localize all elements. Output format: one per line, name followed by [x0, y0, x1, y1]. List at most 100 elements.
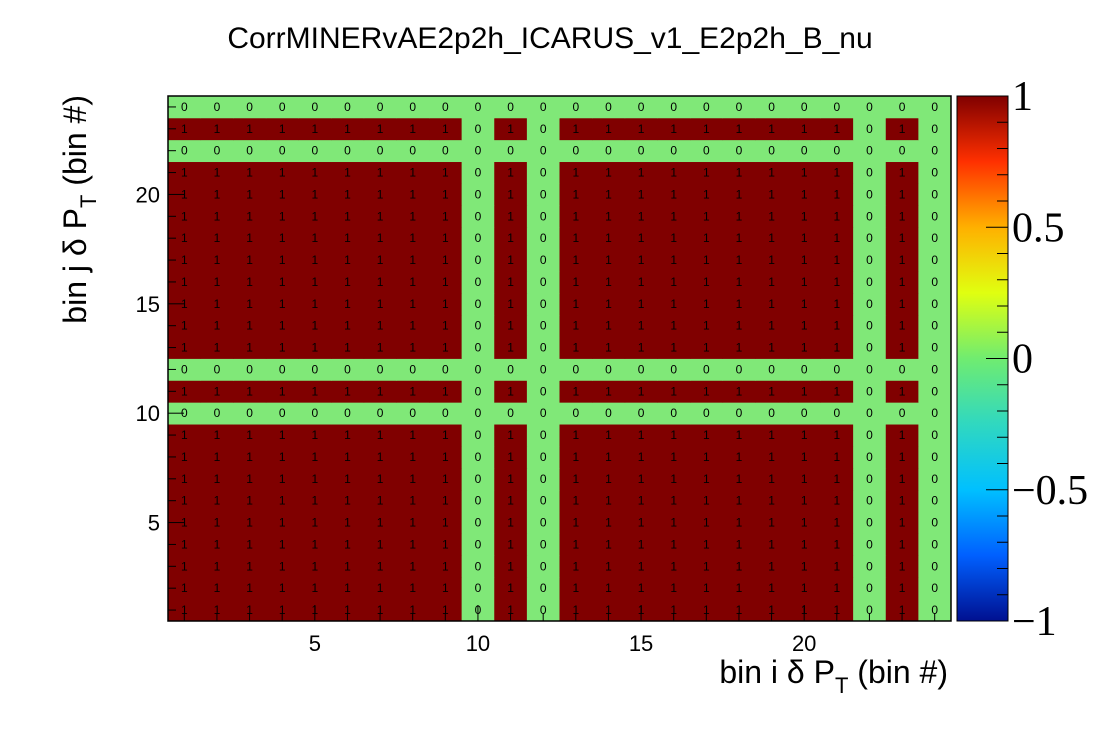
y-tick-label: 10 [136, 401, 160, 426]
cell-value-label: 0 [931, 516, 938, 530]
heatmap-cell [265, 577, 299, 600]
cell-value-label: 0 [866, 384, 873, 398]
heatmap-cell [592, 599, 626, 622]
cell-value-label: 1 [279, 516, 286, 530]
heatmap-cell [755, 577, 789, 600]
cell-value-label: 1 [833, 341, 840, 355]
heatmap-cell [461, 139, 495, 163]
cell-value-label: 0 [540, 253, 547, 267]
cell-value-label: 1 [801, 384, 808, 398]
heatmap-cell [722, 161, 756, 184]
heatmap-cell [853, 599, 887, 622]
heatmap-cell [429, 205, 463, 228]
x-tick-label: 15 [629, 631, 653, 656]
cell-value-label: 1 [801, 494, 808, 508]
heatmap-cell [755, 511, 789, 534]
heatmap-cell [690, 139, 724, 163]
cell-value-label: 0 [475, 450, 482, 464]
cell-value-label: 1 [377, 581, 384, 595]
cell-value-label: 1 [801, 319, 808, 333]
heatmap-cell [168, 511, 202, 534]
heatmap-cell [787, 271, 821, 294]
heatmap-cell [168, 424, 202, 447]
cell-value-label: 1 [311, 450, 318, 464]
cell-value-label: 1 [442, 187, 449, 201]
heatmap-cell [722, 511, 756, 534]
heatmap-cell [298, 249, 332, 272]
heatmap-cell [429, 96, 463, 119]
cell-value-label: 0 [540, 428, 547, 442]
cell-value-label: 0 [736, 362, 743, 376]
cell-value-label: 1 [801, 450, 808, 464]
heatmap-cell [690, 380, 724, 403]
cell-value-label: 1 [703, 341, 710, 355]
cell-value-label: 1 [311, 516, 318, 530]
heatmap-cell [592, 117, 626, 141]
heatmap-cell [918, 533, 952, 556]
cell-value-label: 1 [801, 472, 808, 486]
heatmap-cell [494, 446, 528, 469]
heatmap-cell [526, 402, 560, 425]
cell-value-label: 1 [311, 187, 318, 201]
cell-value-label: 1 [605, 516, 612, 530]
heatmap-cell [787, 467, 821, 491]
cell-value-label: 1 [214, 494, 221, 508]
cell-value-label: 0 [931, 319, 938, 333]
cell-value-label: 1 [279, 319, 286, 333]
heatmap-cell [494, 183, 528, 206]
heatmap-cell [559, 292, 593, 316]
cell-value-label: 1 [246, 603, 253, 617]
cell-value-label: 1 [833, 516, 840, 530]
cell-value-label: 1 [833, 537, 840, 551]
cell-value-label: 1 [736, 231, 743, 245]
cell-value-label: 1 [507, 166, 514, 180]
heatmap-cell [559, 489, 593, 513]
heatmap-cell [559, 336, 593, 359]
cell-value-label: 0 [931, 253, 938, 267]
heatmap-cell [331, 139, 365, 163]
heatmap-cell [690, 446, 724, 469]
cell-value-label: 1 [605, 559, 612, 573]
heatmap-cell [168, 467, 202, 491]
heatmap-cell [298, 511, 332, 534]
cell-value-label: 0 [638, 100, 645, 114]
cell-value-label: 1 [670, 319, 677, 333]
heatmap-cell [624, 489, 658, 513]
cell-value-label: 0 [833, 100, 840, 114]
cell-value-label: 1 [703, 384, 710, 398]
cell-value-label: 1 [344, 384, 351, 398]
cell-value-label: 0 [540, 559, 547, 573]
cell-value-label: 1 [507, 559, 514, 573]
cell-value-label: 0 [703, 406, 710, 420]
heatmap-cell [265, 161, 299, 184]
cell-value-label: 1 [638, 319, 645, 333]
heatmap-cell [461, 446, 495, 469]
cell-value-label: 1 [214, 275, 221, 289]
heatmap-cell [592, 161, 626, 184]
heatmap-cell [331, 205, 365, 228]
heatmap-cell [722, 271, 756, 294]
heatmap-cell [494, 249, 528, 272]
cell-value-label: 1 [736, 384, 743, 398]
x-tick-label: 20 [792, 631, 816, 656]
heatmap-cell [396, 205, 430, 228]
cell-value-label: 1 [899, 209, 906, 223]
heatmap-cell [331, 599, 365, 622]
cell-value-label: 0 [377, 144, 384, 158]
cell-value-label: 1 [507, 450, 514, 464]
cell-value-label: 1 [605, 297, 612, 311]
cell-value-label: 0 [931, 209, 938, 223]
cell-value-label: 1 [736, 603, 743, 617]
cell-value-label: 1 [442, 581, 449, 595]
heatmap-cell [461, 577, 495, 600]
heatmap-cell [396, 336, 430, 359]
heatmap-cell [396, 292, 430, 316]
heatmap-cell [363, 555, 397, 578]
heatmap-cell [885, 249, 919, 272]
heatmap-cell [265, 249, 299, 272]
heatmap-cell [787, 139, 821, 163]
cell-value-label: 0 [931, 603, 938, 617]
cell-value-label: 1 [605, 581, 612, 595]
cell-value-label: 0 [899, 144, 906, 158]
cell-value-label: 1 [181, 581, 188, 595]
